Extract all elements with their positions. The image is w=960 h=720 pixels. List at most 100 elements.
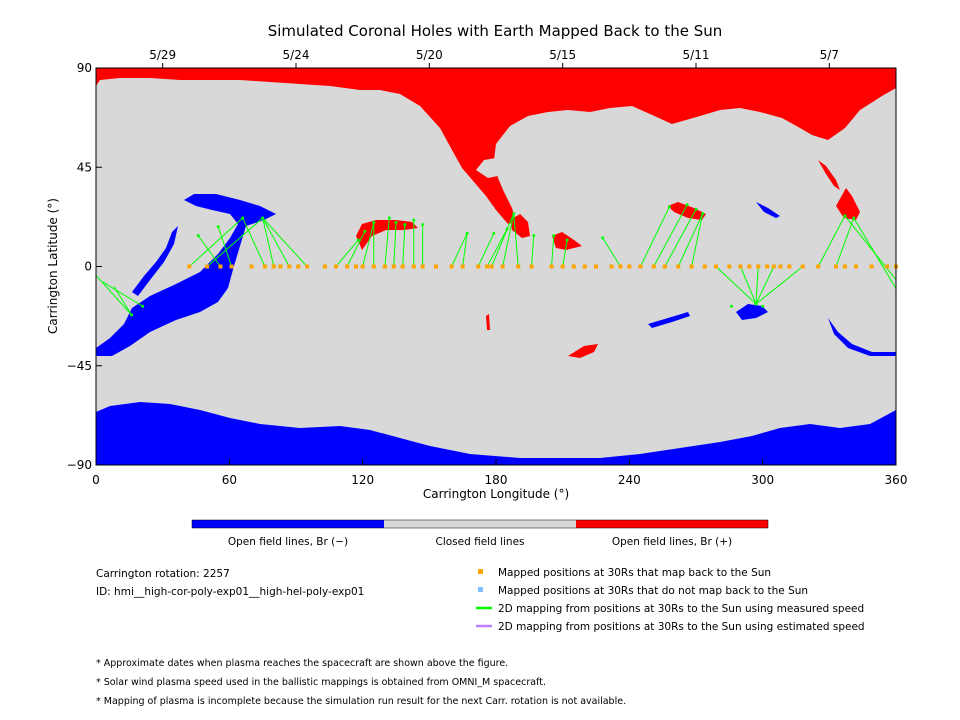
foot-point xyxy=(387,216,391,220)
rotation-label: Carrington rotation: 2257 xyxy=(96,568,230,580)
field-line xyxy=(217,226,233,267)
foot-point xyxy=(694,207,698,211)
field-line xyxy=(102,281,143,307)
mapped-point xyxy=(582,264,587,269)
foot-point xyxy=(394,220,398,224)
closed-island xyxy=(476,158,502,178)
y-tick-label: 45 xyxy=(77,160,92,174)
mapped-point xyxy=(651,264,656,269)
legend-label: Mapped positions at 30Rs that map back t… xyxy=(498,567,771,579)
foot-points xyxy=(130,203,856,317)
field-line xyxy=(513,213,519,267)
field-line xyxy=(113,286,132,316)
mapped-point xyxy=(571,264,576,269)
mapped-point xyxy=(560,264,565,269)
field-line xyxy=(639,206,670,267)
mapped-point xyxy=(391,264,396,269)
mapped-point xyxy=(787,264,792,269)
foot-point xyxy=(356,238,360,242)
mapped-point xyxy=(756,264,761,269)
field-line xyxy=(664,208,697,267)
mapped-point xyxy=(638,264,643,269)
colorbar-segment xyxy=(384,520,576,528)
mapped-point xyxy=(842,264,847,269)
y-axis-label: Carrington Latitude (°) xyxy=(46,198,60,334)
foot-point xyxy=(843,214,847,218)
mapped-point xyxy=(489,264,494,269)
field-line xyxy=(551,235,555,267)
foot-point xyxy=(363,229,367,233)
foot-point xyxy=(216,225,220,229)
footnotes: * Approximate dates when plasma reaches … xyxy=(96,658,626,707)
mapped-point xyxy=(262,264,267,269)
mapped-point xyxy=(345,264,350,269)
x-tick-label: 120 xyxy=(351,473,374,487)
negative-arm xyxy=(132,226,178,296)
field-line xyxy=(262,217,308,267)
x-tick-label: 60 xyxy=(222,473,237,487)
negative-streak-305 xyxy=(756,202,780,218)
foot-point xyxy=(372,220,376,224)
mapped-point xyxy=(529,264,534,269)
field-line xyxy=(486,228,508,267)
field-line xyxy=(95,274,132,316)
y-tick-label: 90 xyxy=(77,61,92,75)
foot-point xyxy=(241,216,245,220)
mapped-point xyxy=(549,264,554,269)
foot-point xyxy=(261,216,265,220)
mapped-point xyxy=(834,264,838,269)
field-line xyxy=(346,230,366,267)
mapped-point xyxy=(382,264,387,269)
field-line xyxy=(602,237,621,267)
mapped-point xyxy=(360,264,365,269)
field-line xyxy=(262,217,290,267)
y-axis-ticks: 90 45 0 −45 −90 xyxy=(67,61,102,472)
mapped-point xyxy=(594,264,598,269)
mapped-point xyxy=(334,264,338,269)
negative-arc-345 xyxy=(828,318,896,356)
field-line xyxy=(188,217,244,267)
y-tick-label: 0 xyxy=(84,260,92,274)
mapped-point xyxy=(771,264,776,269)
foot-point xyxy=(141,304,145,308)
foot-point xyxy=(552,234,556,238)
mapped-point xyxy=(800,264,805,269)
field-line xyxy=(262,217,275,267)
mapped-point xyxy=(278,264,283,269)
colorbar: Open field lines, Br (−) Closed field lin… xyxy=(191,519,769,548)
mapped-point xyxy=(869,264,874,269)
mapped-point xyxy=(854,264,858,269)
mapped-point xyxy=(305,264,310,269)
foot-point xyxy=(754,302,758,306)
mapped-point xyxy=(778,264,783,269)
field-line xyxy=(477,233,495,267)
mapped-point xyxy=(618,264,623,269)
mapped-point xyxy=(420,264,425,269)
foot-point xyxy=(421,223,425,227)
positive-patch-south xyxy=(568,344,598,358)
colorbar-segment xyxy=(192,520,384,528)
y-tick-label: −45 xyxy=(67,359,92,373)
field-line xyxy=(384,217,390,267)
footnote: * Solar wind plasma speed used in the ba… xyxy=(96,677,546,688)
field-line xyxy=(755,266,759,305)
field-line xyxy=(653,204,688,267)
mapped-point xyxy=(676,264,681,269)
y-tick-label: −90 xyxy=(67,458,92,472)
positive-patch-340 xyxy=(836,188,860,220)
mapped-point xyxy=(371,264,376,269)
mapped-point xyxy=(689,264,694,269)
top-date-label: 5/29 xyxy=(149,48,176,62)
top-date-label: 5/24 xyxy=(283,48,310,62)
field-line xyxy=(853,217,897,289)
field-lines xyxy=(95,204,897,316)
mapped-point xyxy=(609,264,614,269)
legend-label: Mapped positions at 30Rs that do not map… xyxy=(498,585,808,597)
x-tick-label: 180 xyxy=(485,473,508,487)
mapped-point xyxy=(500,264,505,269)
field-line xyxy=(562,239,568,267)
mapped-point xyxy=(229,264,234,269)
field-line xyxy=(755,266,803,305)
mapped-point xyxy=(765,264,770,269)
mapped-point xyxy=(816,264,821,269)
